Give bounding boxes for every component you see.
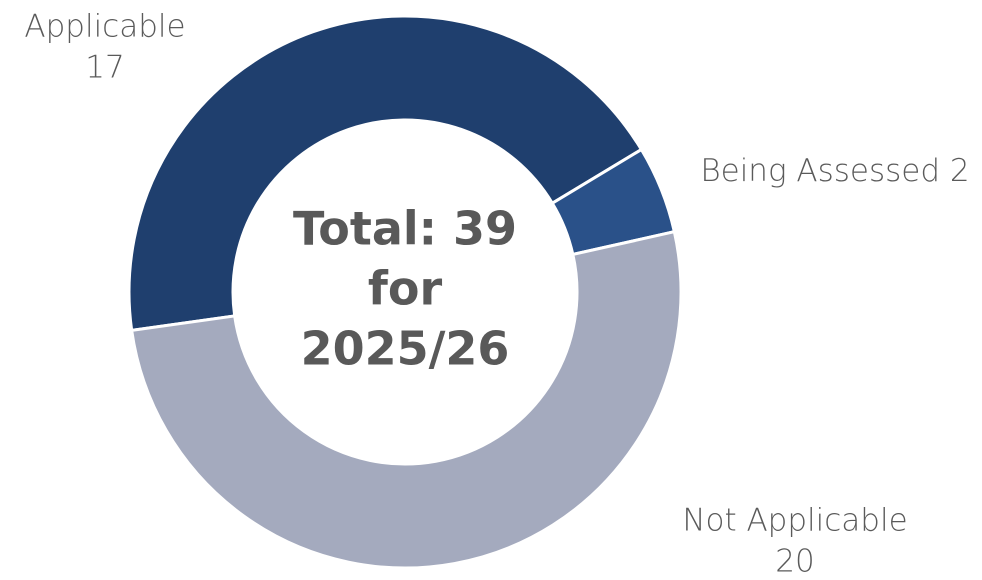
center-line: Total: 39 — [293, 202, 517, 256]
slice-value: 17 — [85, 50, 124, 86]
donut-slice — [129, 229, 683, 570]
slice-value: 2 — [950, 153, 970, 189]
center-text: Total: 39 for 2025/26 — [293, 202, 517, 376]
slice-value: 20 — [775, 544, 814, 580]
center-line: 2025/26 — [301, 322, 510, 376]
center-line: for — [368, 262, 443, 316]
slice-label: Applicable — [24, 9, 185, 45]
slice-label-group: Being Assessed 2 — [700, 153, 969, 189]
slice-label: Being Assessed — [700, 153, 940, 189]
donut-slice — [127, 14, 644, 333]
slice-label: Not Applicable — [682, 503, 907, 539]
